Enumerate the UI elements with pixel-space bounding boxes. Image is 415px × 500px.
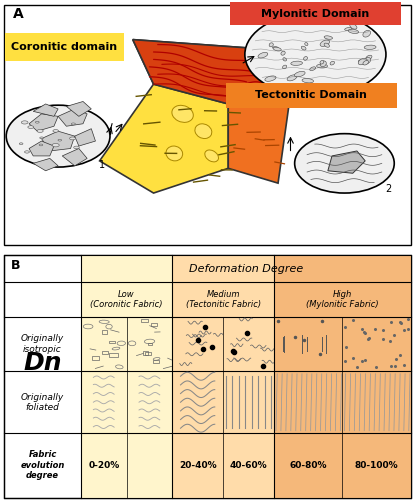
Text: Dn: Dn [23,350,62,374]
Polygon shape [100,84,228,193]
Polygon shape [33,158,58,171]
Text: 40-60%: 40-60% [229,461,267,470]
Ellipse shape [317,64,327,68]
Circle shape [6,105,110,167]
Text: 2: 2 [385,184,391,194]
Ellipse shape [52,144,59,147]
Text: 1: 1 [99,160,105,170]
Ellipse shape [172,106,193,122]
Ellipse shape [366,55,372,60]
Ellipse shape [19,143,23,144]
FancyBboxPatch shape [230,2,401,25]
Ellipse shape [195,124,212,138]
Ellipse shape [166,146,183,161]
Ellipse shape [363,60,369,65]
Polygon shape [42,131,75,151]
Polygon shape [133,40,290,94]
Ellipse shape [39,144,43,146]
Text: A: A [12,8,23,22]
Text: Tectonitic Domain: Tectonitic Domain [255,90,367,101]
Ellipse shape [205,150,218,162]
Ellipse shape [348,29,359,34]
Ellipse shape [310,67,316,70]
Ellipse shape [74,146,79,149]
Text: 60-80%: 60-80% [289,461,327,470]
Text: 3: 3 [375,84,381,94]
Polygon shape [133,40,290,104]
Ellipse shape [273,46,278,48]
Text: B: B [10,258,20,272]
Ellipse shape [302,78,314,83]
Ellipse shape [320,40,330,46]
Polygon shape [228,94,290,183]
Ellipse shape [273,47,281,51]
Ellipse shape [345,28,352,30]
Ellipse shape [363,30,371,37]
Ellipse shape [287,75,297,81]
Ellipse shape [35,122,39,123]
Polygon shape [66,102,91,116]
Polygon shape [62,148,87,166]
Bar [172,255,274,498]
Ellipse shape [24,151,29,153]
Ellipse shape [303,56,308,60]
Ellipse shape [330,62,334,65]
Text: Coronitic domain: Coronitic domain [11,42,117,52]
Circle shape [245,12,386,96]
Ellipse shape [324,43,330,47]
Text: Low
(Coronitic Fabric): Low (Coronitic Fabric) [90,290,163,309]
Ellipse shape [294,72,305,77]
Text: Originally
isotropic: Originally isotropic [21,334,64,354]
Bar [274,255,411,498]
Polygon shape [29,114,58,131]
Polygon shape [328,151,365,174]
Polygon shape [75,128,95,146]
Ellipse shape [21,121,28,124]
Ellipse shape [37,130,43,132]
Text: 80-100%: 80-100% [355,461,398,470]
Text: 0-20%: 0-20% [88,461,120,470]
Polygon shape [33,104,58,117]
Ellipse shape [258,52,268,58]
Text: 20-40%: 20-40% [179,461,217,470]
FancyBboxPatch shape [226,82,397,108]
Ellipse shape [58,140,61,141]
Ellipse shape [364,45,376,50]
Text: Fabric
evolution
degree: Fabric evolution degree [20,450,65,480]
Circle shape [295,134,394,193]
Ellipse shape [283,65,287,69]
Ellipse shape [358,58,367,65]
Ellipse shape [28,126,34,128]
Ellipse shape [301,46,306,50]
Ellipse shape [40,137,44,139]
Polygon shape [29,141,54,156]
FancyBboxPatch shape [5,32,124,62]
Ellipse shape [320,61,326,66]
Ellipse shape [70,137,76,140]
Text: Deformation Degree: Deformation Degree [189,264,303,274]
Ellipse shape [71,123,76,125]
Ellipse shape [281,51,285,55]
Ellipse shape [305,42,308,45]
Ellipse shape [53,130,59,132]
Text: High
(Mylonitic Fabric): High (Mylonitic Fabric) [306,290,379,309]
Ellipse shape [265,76,276,82]
Ellipse shape [320,60,324,64]
Bar [81,255,172,498]
Ellipse shape [324,36,332,40]
Text: Medium
(Tectonitic Fabric): Medium (Tectonitic Fabric) [186,290,261,309]
Ellipse shape [350,24,357,29]
Ellipse shape [269,43,273,47]
Ellipse shape [283,58,286,61]
Polygon shape [58,109,87,126]
Ellipse shape [363,58,371,64]
Text: Mylonitic Domain: Mylonitic Domain [261,8,369,18]
Ellipse shape [359,60,366,64]
Text: Originally
foliated: Originally foliated [21,392,64,412]
Ellipse shape [291,61,303,66]
